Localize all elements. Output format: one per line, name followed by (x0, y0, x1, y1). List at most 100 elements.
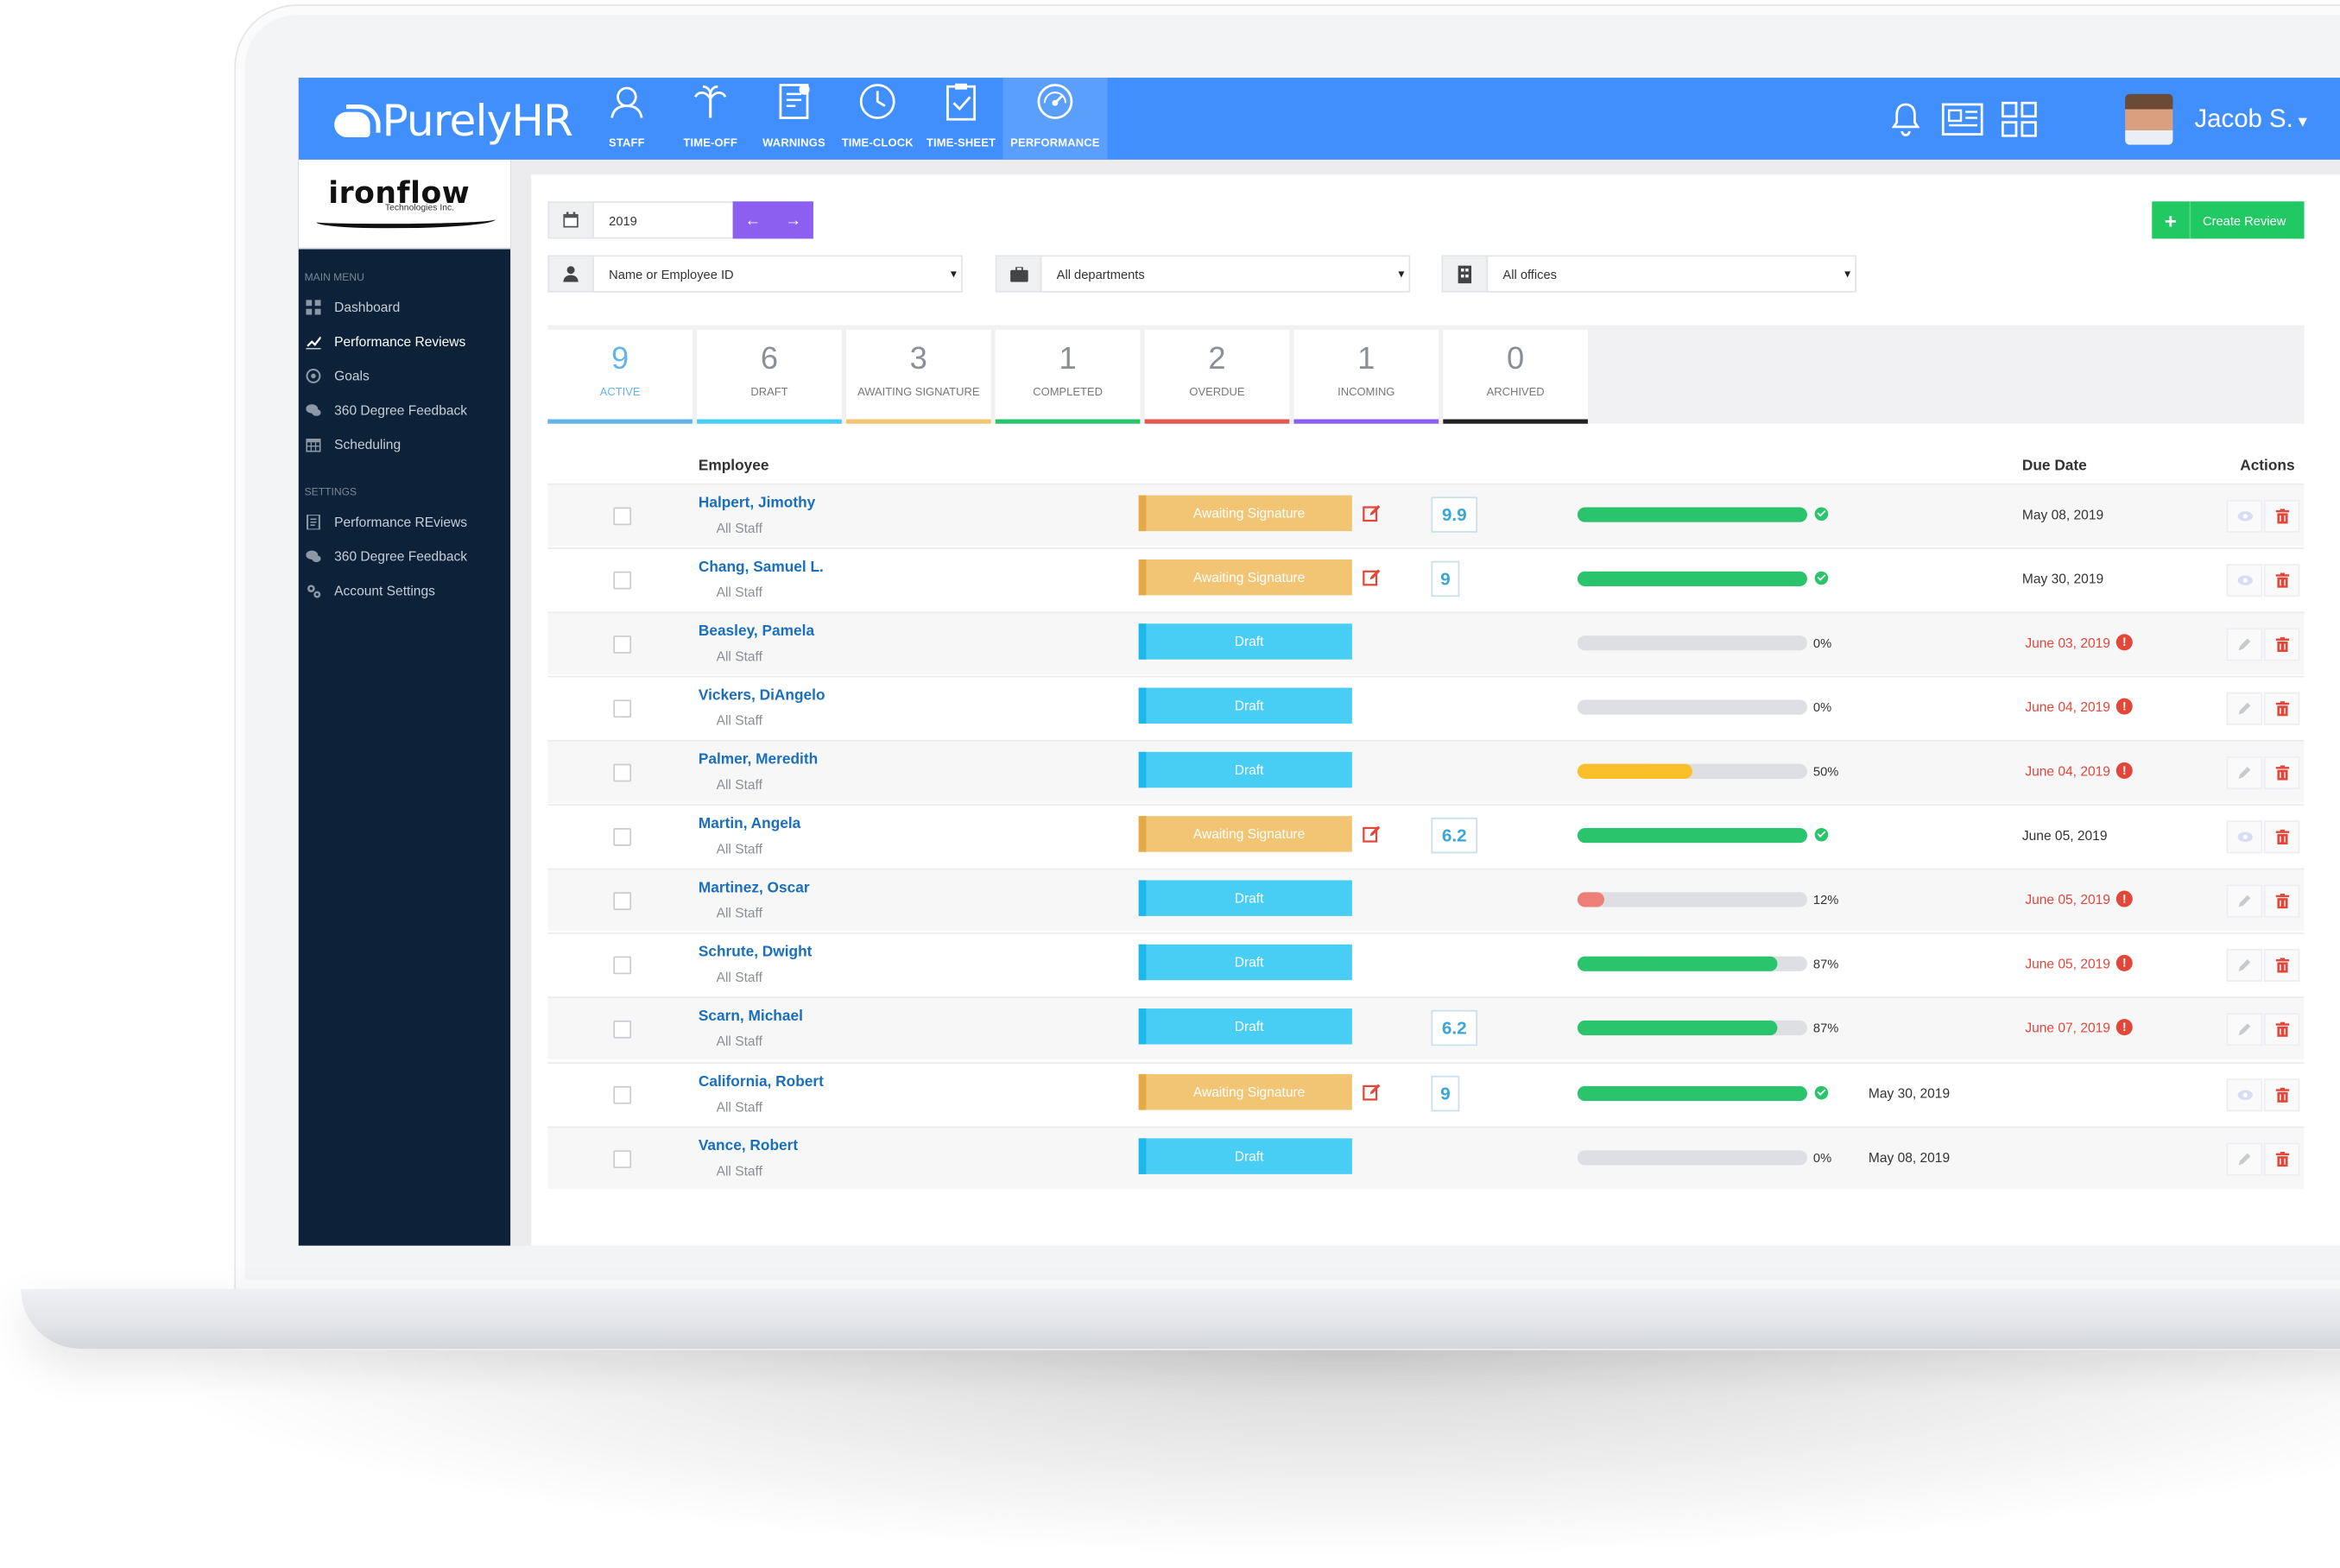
employee-name-link[interactable]: Scarn, Michael (698, 1008, 803, 1026)
edit-icon[interactable] (2226, 628, 2263, 661)
nav-item-performance[interactable]: PERFORMANCE (1002, 77, 1108, 160)
row-checkbox[interactable] (613, 635, 632, 654)
view-icon[interactable] (2226, 1078, 2263, 1112)
edit-signature-icon[interactable] (1363, 1082, 1381, 1101)
department-filter[interactable]: All departments ▾ (995, 255, 1411, 293)
avatar[interactable] (2125, 92, 2174, 144)
tab-awaiting-signature[interactable]: 3 AWAITING SIGNATURE (845, 329, 991, 424)
overdue-alert-icon: ! (2115, 762, 2133, 779)
view-icon[interactable] (2226, 499, 2263, 533)
nav-item-staff[interactable]: STAFF (585, 78, 669, 160)
employee-name-link[interactable]: Palmer, Meredith (698, 751, 819, 768)
employee-filter[interactable]: Name or Employee ID ▾ (547, 255, 963, 293)
delete-icon[interactable] (2263, 820, 2300, 854)
delete-icon[interactable] (2263, 692, 2300, 725)
sidebar-item-dashboard[interactable]: Dashboard (299, 289, 510, 324)
row-checkbox[interactable] (613, 956, 632, 975)
sidebar-item-scheduling[interactable]: Scheduling (299, 427, 510, 461)
sidebar-item-goals[interactable]: Goals (299, 358, 510, 393)
score-badge: 9 (1431, 1075, 1460, 1112)
employee-name-link[interactable]: Vance, Robert (698, 1138, 799, 1155)
edit-icon[interactable] (2226, 756, 2263, 790)
delete-icon[interactable] (2263, 628, 2300, 661)
row-checkbox[interactable] (613, 571, 632, 590)
warning-document-icon (775, 82, 813, 136)
row-checkbox[interactable] (613, 827, 632, 846)
sidebar-item-account-settings[interactable]: Account Settings (299, 573, 510, 608)
office-filter[interactable]: All offices ▾ (1441, 255, 1857, 293)
check-circle-icon (1814, 1085, 1829, 1100)
delete-icon[interactable] (2263, 884, 2300, 918)
next-arrow-icon[interactable]: → (785, 211, 802, 230)
employee-name-link[interactable]: Beasley, Pamela (698, 623, 815, 641)
sidebar-heading-main: MAIN MENU (304, 273, 364, 284)
company-subtitle: Technologies Inc. (384, 204, 455, 214)
edit-icon[interactable] (2226, 884, 2263, 918)
sidebar-item-360-degree-feedback[interactable]: 360 Degree Feedback (299, 539, 510, 573)
delete-icon[interactable] (2263, 1013, 2300, 1046)
delete-icon[interactable] (2263, 948, 2300, 982)
employee-name-link[interactable]: Martinez, Oscar (698, 880, 810, 897)
tab-overdue[interactable]: 2 OVERDUE (1144, 329, 1290, 424)
bell-icon[interactable] (1884, 96, 1929, 141)
nav-item-time-clock[interactable]: TIME-CLOCK (836, 78, 920, 160)
employee-name-link[interactable]: Halpert, Jimothy (698, 495, 816, 512)
edit-signature-icon[interactable] (1363, 503, 1381, 522)
nav-item-time-off[interactable]: TIME-OFF (668, 78, 752, 160)
chat-bubbles-icon (306, 548, 321, 563)
row-checkbox[interactable] (613, 1020, 632, 1039)
employee-name-link[interactable]: Schrute, Dwight (698, 944, 813, 961)
dashboard-grid-icon[interactable] (1997, 96, 2042, 141)
row-checkbox[interactable] (613, 892, 632, 911)
employee-name-link[interactable]: Chang, Samuel L. (698, 559, 824, 576)
progress-fill (1577, 956, 1778, 971)
edit-icon[interactable] (2226, 1013, 2263, 1046)
tab-draft[interactable]: 6 DRAFT (697, 329, 842, 424)
delete-icon[interactable] (2263, 499, 2300, 533)
tab-count: 0 (1507, 341, 1525, 376)
clock-icon (858, 82, 897, 136)
delete-icon[interactable] (2263, 564, 2300, 597)
edit-signature-icon[interactable] (1363, 824, 1381, 843)
view-icon[interactable] (2226, 564, 2263, 597)
due-date: June 07, 2019 (2025, 1020, 2110, 1036)
row-checkbox[interactable] (613, 507, 632, 526)
tab-incoming[interactable]: 1 INCOMING (1293, 329, 1439, 424)
col-actions: Actions (2240, 458, 2295, 475)
edit-icon[interactable] (2226, 1142, 2263, 1176)
edit-icon[interactable] (2226, 948, 2263, 982)
edit-icon[interactable] (2226, 692, 2263, 725)
sidebar-item-360-degree-feedback[interactable]: 360 Degree Feedback (299, 392, 510, 427)
tab-completed[interactable]: 1 COMPLETED (995, 329, 1141, 424)
row-checkbox[interactable] (613, 763, 632, 782)
newspaper-icon[interactable] (1941, 96, 1986, 141)
view-icon[interactable] (2226, 820, 2263, 854)
delete-icon[interactable] (2263, 1078, 2300, 1112)
delete-icon[interactable] (2263, 1142, 2300, 1176)
create-review-button[interactable]: + Create Review (2152, 201, 2305, 239)
employee-name-link[interactable]: Vickers, DiAngelo (698, 687, 825, 705)
table-row: Chang, Samuel L. All Staff Awaiting Signat… (547, 547, 2305, 610)
row-checkbox[interactable] (613, 699, 632, 718)
brand-logo[interactable]: PurelyHR (334, 96, 573, 146)
employee-name-link[interactable]: California, Robert (698, 1074, 824, 1091)
delete-icon[interactable] (2263, 756, 2300, 790)
overdue-alert-icon: ! (2115, 890, 2133, 907)
due-date: May 30, 2019 (1868, 1085, 1951, 1102)
table-row: Vance, Robert All Staff Draft 0% May 08, 201… (547, 1126, 2305, 1190)
prev-arrow-icon[interactable]: ← (744, 211, 762, 230)
year-picker[interactable]: 2019 (547, 201, 735, 239)
user-menu[interactable]: Jacob S. (2194, 104, 2307, 134)
tab-active[interactable]: 9 ACTIVE (547, 329, 693, 424)
edit-signature-icon[interactable] (1363, 567, 1381, 586)
employee-name-link[interactable]: Martin, Angela (698, 816, 801, 833)
progress-percent: 50% (1812, 763, 1839, 779)
col-due-date: Due Date (2021, 458, 2087, 475)
nav-item-warnings[interactable]: WARNINGS (752, 78, 836, 160)
nav-item-time-sheet[interactable]: TIME-SHEET (920, 78, 1003, 160)
sidebar-item-performance-reviews[interactable]: Performance Reviews (299, 324, 510, 358)
tab-archived[interactable]: 0 ARCHIVED (1443, 329, 1588, 424)
sidebar-item-performance-reviews[interactable]: Performance REviews (299, 504, 510, 539)
row-checkbox[interactable] (613, 1150, 632, 1168)
row-checkbox[interactable] (613, 1085, 632, 1104)
